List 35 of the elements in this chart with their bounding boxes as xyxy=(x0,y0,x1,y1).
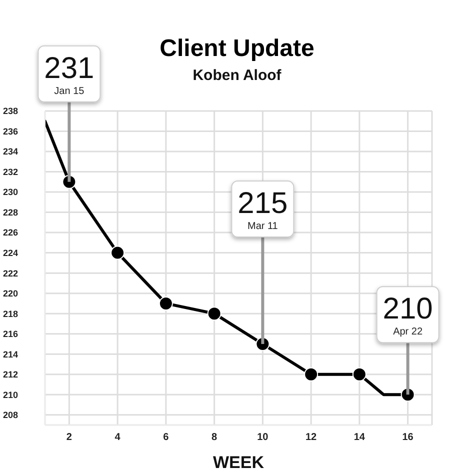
point xyxy=(207,306,222,321)
chart-subtitle: Koben Aloof xyxy=(192,67,282,84)
y-tick-label: 214 xyxy=(3,349,18,360)
annotation: 215 Mar 11 xyxy=(238,186,288,232)
y-tick-label: 232 xyxy=(3,166,18,177)
x-tick-label: 6 xyxy=(163,432,170,444)
y-tick-label: 212 xyxy=(3,370,18,380)
y-tick-label: 222 xyxy=(3,268,18,278)
y-tick-label: 210 xyxy=(3,390,18,400)
x-tick-label: 16 xyxy=(402,432,414,444)
chart-title: Client Update xyxy=(160,35,314,62)
y-tick-label: 228 xyxy=(3,207,18,218)
point xyxy=(304,367,318,382)
y-tick-label: 238 xyxy=(3,106,18,116)
y-tick-label: 230 xyxy=(3,187,18,198)
annotation: 210 Apr 22 xyxy=(382,292,433,338)
x-tick-label: 8 xyxy=(212,432,218,444)
point xyxy=(158,296,173,310)
y-tick-label: 216 xyxy=(3,329,18,340)
x-tick-label: 12 xyxy=(306,432,318,444)
y-tick-label: 234 xyxy=(3,146,18,157)
x-tick-label: 14 xyxy=(354,432,366,444)
y-tick-label: 236 xyxy=(3,126,18,136)
y-tick-label: 226 xyxy=(3,228,18,238)
point xyxy=(352,367,366,382)
x-tick-label: 2 xyxy=(66,432,72,444)
x-axis-title: WEEK xyxy=(213,453,265,472)
point xyxy=(110,246,125,260)
y-tick-label: 218 xyxy=(3,308,18,319)
x-tick-label: 4 xyxy=(114,432,121,444)
y-tick-label: 224 xyxy=(3,248,18,258)
y-tick-label: 208 xyxy=(3,410,18,420)
x-tick-label: 10 xyxy=(257,432,269,444)
y-tick-label: 220 xyxy=(3,288,18,299)
annotation: 231 Jan 15 xyxy=(44,52,94,97)
